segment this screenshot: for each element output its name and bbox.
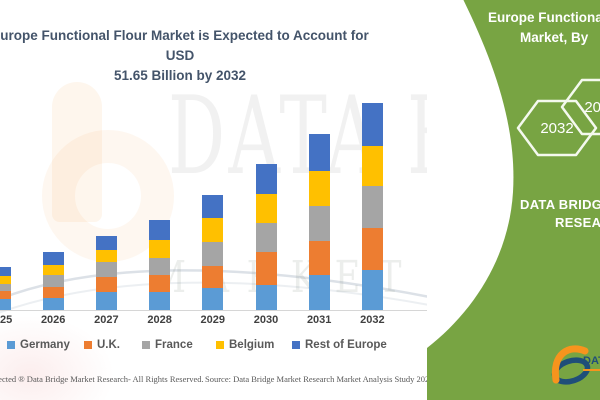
segment-2029-germany <box>202 288 224 310</box>
databridge-logo-icon <box>551 345 591 385</box>
segment-2026-germany <box>42 298 64 310</box>
segment-2032-u-k- <box>361 228 383 270</box>
segment-2026-belgium <box>42 265 64 276</box>
segment-2028-france <box>149 258 171 275</box>
hexagon-2032-outline <box>516 99 598 157</box>
sidebar-white-crescent <box>427 0 514 348</box>
footer-source: Source: Data Bridge Market Research Mark… <box>205 374 434 384</box>
sidebar-brand-line2: RESEARCH <box>555 215 600 230</box>
segment-2026-u-k- <box>42 286 64 299</box>
segment-2030-belgium <box>255 194 277 224</box>
chart-title-line1: Europe Functional Flour Market is Expect… <box>0 28 369 63</box>
legend-label: Germany <box>20 339 70 351</box>
legend-item-rest-of-europe: Rest of Europe <box>292 339 387 351</box>
segment-2027-belgium <box>95 250 117 262</box>
hexagon-2032-label: 2032 <box>540 120 573 137</box>
segment-2032-france <box>361 186 383 229</box>
segment-2031-u-k- <box>308 241 330 275</box>
segment-2029-france <box>202 242 224 267</box>
x-tick-2027: 2027 <box>94 314 119 326</box>
segment-2027-france <box>95 261 117 277</box>
segment-2029-rest-of-europe <box>202 194 224 219</box>
year-hexagons: 2025 2032 <box>516 78 600 157</box>
legend-label: Rest of Europe <box>305 339 387 351</box>
segment-2032-belgium <box>361 146 383 187</box>
plot-area <box>0 95 426 310</box>
chart-title-line2: 51.65 Billion by 2032 <box>113 68 247 83</box>
segment-2030-u-k- <box>255 251 277 285</box>
databridge-logo-rule <box>583 369 600 371</box>
x-axis-line <box>0 310 427 311</box>
segment-2031-rest-of-europe <box>308 134 330 171</box>
segment-2025-belgium <box>0 275 11 285</box>
sidebar: Europe Functional Flour Market, By 2025 … <box>427 0 600 400</box>
sidebar-brand-line1: DATA BRIDGE <box>520 197 600 212</box>
bar-2030 <box>255 164 277 310</box>
x-tick-2029: 2029 <box>200 314 226 326</box>
legend-label: U.K. <box>97 339 120 351</box>
legend-label: France <box>155 339 193 351</box>
hexagon-2025-label: 2025 <box>584 99 600 116</box>
segment-2028-belgium <box>149 239 171 259</box>
footer-copyright: Protected ® Data Bridge Market Research-… <box>0 374 204 384</box>
legend-swatch-u-k- <box>84 341 92 349</box>
chart-title: Europe Functional Flour Market is Expect… <box>0 26 380 86</box>
legend-swatch-rest-of-europe <box>292 341 300 349</box>
segment-2031-germany <box>308 274 330 310</box>
sidebar-title-line2: Market, By <box>520 30 589 45</box>
x-tick-2026: 2026 <box>40 314 66 326</box>
segment-2029-u-k- <box>202 266 224 289</box>
segment-2028-u-k- <box>149 274 171 292</box>
segment-2031-france <box>308 206 330 242</box>
x-tick-2032: 2032 <box>360 314 385 326</box>
segment-2029-belgium <box>202 218 224 243</box>
x-tick-2031: 2031 <box>306 314 332 326</box>
bar-2027 <box>95 235 117 310</box>
segment-2031-belgium <box>308 170 330 207</box>
segment-2027-rest-of-europe <box>95 235 117 251</box>
segment-2025-germany <box>0 299 11 310</box>
hexagon-2025-outline <box>560 78 600 136</box>
segment-2026-france <box>42 275 64 287</box>
segment-2030-france <box>255 223 277 252</box>
segment-2028-germany <box>149 291 171 310</box>
legend-label: Belgium <box>229 339 275 351</box>
legend-item-belgium: Belgium <box>216 339 274 351</box>
legend: Germany U.K. France Belgium Rest of Europe <box>0 339 427 355</box>
sidebar-title-line1: Europe Functional Flour <box>488 10 600 25</box>
legend-item-u-k-: U.K. <box>84 339 120 351</box>
segment-2025-france <box>0 284 11 291</box>
x-tick-2025: 2025 <box>0 314 13 326</box>
bar-2031 <box>308 134 330 310</box>
x-tick-2030: 2030 <box>253 314 279 326</box>
segment-2030-germany <box>255 284 277 310</box>
segment-2032-germany <box>361 269 383 310</box>
segment-2025-u-k- <box>0 290 11 300</box>
bar-2025 <box>0 266 11 310</box>
bar-2028 <box>149 219 171 310</box>
segment-2028-rest-of-europe <box>149 219 171 240</box>
segment-2025-rest-of-europe <box>0 266 11 276</box>
legend-swatch-germany <box>7 341 15 349</box>
segment-2027-u-k- <box>95 276 117 292</box>
watermark-pink-blob <box>0 315 115 400</box>
legend-item-france: France <box>142 339 193 351</box>
bar-2026 <box>42 252 64 310</box>
legend-swatch-france <box>142 341 150 349</box>
bar-2032 <box>361 103 383 310</box>
segment-2032-rest-of-europe <box>361 103 383 147</box>
segment-2030-rest-of-europe <box>255 164 277 195</box>
legend-item-germany: Germany <box>7 339 70 351</box>
databridge-logo-wordmark: DATA BRIDGE <box>583 355 600 367</box>
bar-2029 <box>202 194 224 310</box>
legend-swatch-belgium <box>216 341 224 349</box>
segment-2027-germany <box>95 291 117 310</box>
x-tick-2028: 2028 <box>147 314 172 326</box>
segment-2026-rest-of-europe <box>42 252 64 266</box>
